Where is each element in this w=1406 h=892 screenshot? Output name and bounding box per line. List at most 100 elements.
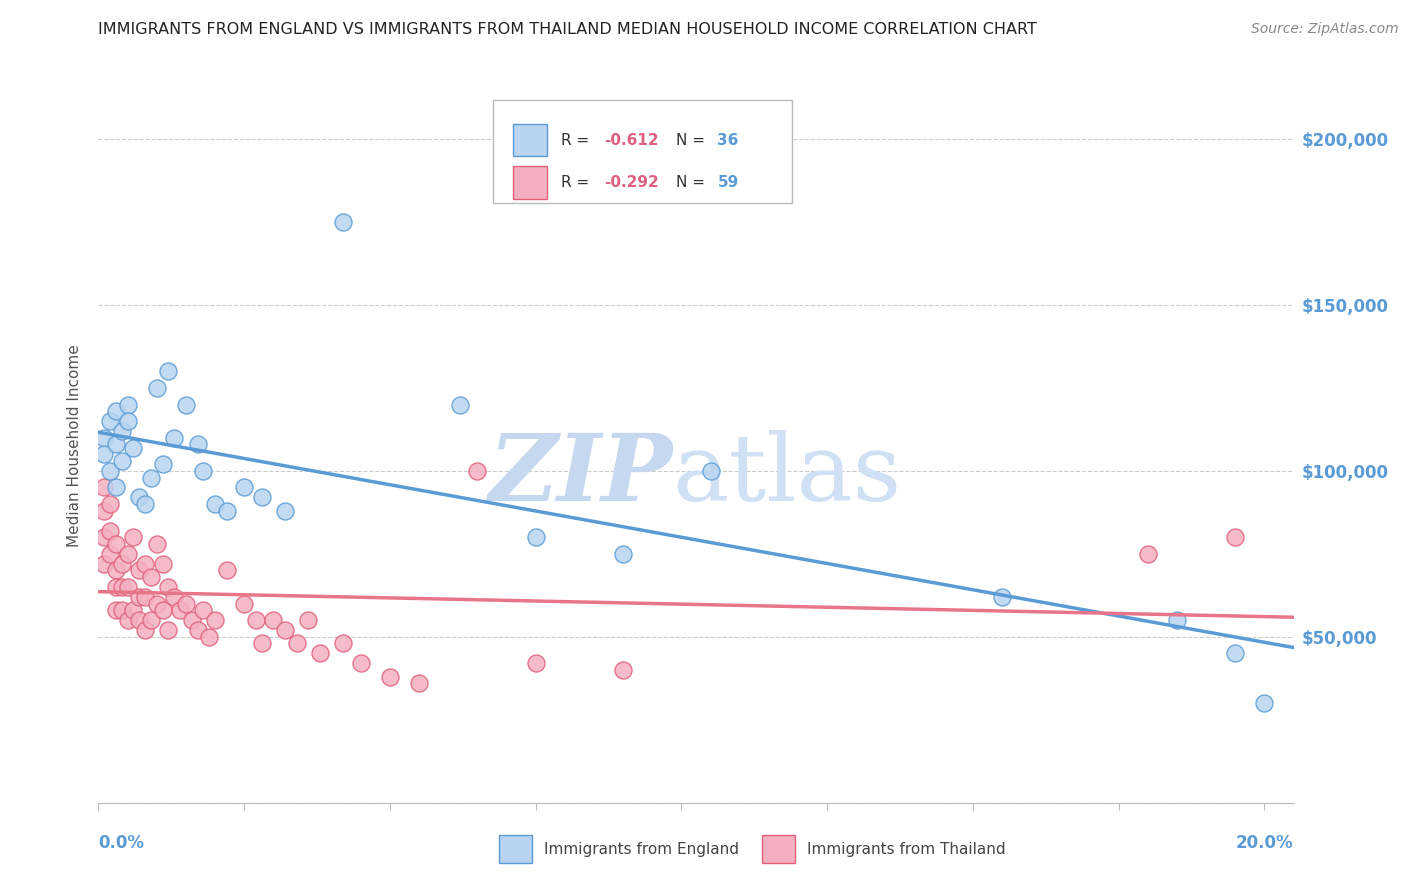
- Point: [98, 464, 121, 478]
- Point: [198, 630, 221, 644]
- Point: [174, 597, 197, 611]
- Point: [524, 657, 547, 671]
- Point: [204, 497, 226, 511]
- Point: [408, 676, 430, 690]
- Point: [193, 464, 215, 478]
- Point: [991, 590, 1014, 604]
- Text: -0.612: -0.612: [605, 133, 658, 147]
- Point: [111, 424, 134, 438]
- Point: [350, 657, 373, 671]
- Text: 36: 36: [717, 133, 740, 147]
- Point: [111, 557, 134, 571]
- Point: [180, 613, 202, 627]
- Point: [285, 636, 308, 650]
- FancyBboxPatch shape: [513, 167, 547, 199]
- Point: [104, 603, 127, 617]
- Point: [163, 431, 186, 445]
- Point: [274, 504, 297, 518]
- Point: [111, 603, 134, 617]
- Text: 0.0%: 0.0%: [98, 834, 145, 852]
- Text: Source: ZipAtlas.com: Source: ZipAtlas.com: [1251, 22, 1399, 37]
- Point: [250, 491, 273, 505]
- Point: [122, 603, 145, 617]
- Text: Immigrants from England: Immigrants from England: [544, 842, 740, 856]
- Point: [297, 613, 319, 627]
- Text: IMMIGRANTS FROM ENGLAND VS IMMIGRANTS FROM THAILAND MEDIAN HOUSEHOLD INCOME CORR: IMMIGRANTS FROM ENGLAND VS IMMIGRANTS FR…: [98, 22, 1038, 37]
- Point: [169, 603, 191, 617]
- Point: [104, 537, 127, 551]
- Point: [139, 613, 162, 627]
- Point: [93, 481, 115, 495]
- Point: [152, 557, 174, 571]
- Point: [139, 570, 162, 584]
- Point: [1253, 696, 1275, 710]
- Point: [134, 557, 156, 571]
- FancyBboxPatch shape: [762, 835, 796, 863]
- Point: [134, 624, 156, 638]
- Point: [98, 547, 121, 561]
- Point: [152, 603, 174, 617]
- Point: [274, 624, 297, 638]
- Point: [1225, 647, 1247, 661]
- Point: [186, 624, 208, 638]
- Text: Immigrants from Thailand: Immigrants from Thailand: [807, 842, 1005, 856]
- Point: [245, 613, 267, 627]
- Point: [128, 491, 150, 505]
- Point: [524, 530, 547, 544]
- Point: [1136, 547, 1159, 561]
- Point: [1166, 613, 1188, 627]
- Point: [152, 457, 174, 471]
- Point: [612, 547, 634, 561]
- Point: [117, 613, 139, 627]
- Point: [204, 613, 226, 627]
- Text: N =: N =: [676, 133, 710, 147]
- Point: [111, 580, 134, 594]
- Point: [122, 530, 145, 544]
- Point: [104, 481, 127, 495]
- Point: [157, 580, 180, 594]
- Point: [1225, 530, 1247, 544]
- Point: [250, 636, 273, 650]
- Text: ZIP: ZIP: [488, 430, 672, 519]
- Text: R =: R =: [561, 133, 595, 147]
- Point: [134, 590, 156, 604]
- Point: [128, 613, 150, 627]
- Point: [145, 537, 167, 551]
- Text: R =: R =: [561, 175, 595, 190]
- Point: [332, 215, 354, 229]
- Point: [104, 564, 127, 578]
- Point: [186, 437, 208, 451]
- Point: [98, 497, 121, 511]
- Point: [93, 447, 115, 461]
- Point: [117, 397, 139, 411]
- Point: [174, 397, 197, 411]
- Point: [93, 431, 115, 445]
- Text: 20.0%: 20.0%: [1236, 834, 1294, 852]
- Point: [104, 580, 127, 594]
- Point: [93, 557, 115, 571]
- Y-axis label: Median Household Income: Median Household Income: [67, 344, 83, 548]
- Point: [233, 597, 256, 611]
- Point: [93, 504, 115, 518]
- Point: [378, 670, 401, 684]
- Point: [134, 497, 156, 511]
- FancyBboxPatch shape: [513, 124, 547, 156]
- Text: 59: 59: [717, 175, 738, 190]
- Point: [215, 504, 238, 518]
- Point: [139, 470, 162, 484]
- Point: [98, 414, 121, 428]
- Point: [104, 437, 127, 451]
- Point: [98, 524, 121, 538]
- Point: [699, 464, 721, 478]
- Point: [128, 590, 150, 604]
- Point: [262, 613, 284, 627]
- Text: N =: N =: [676, 175, 710, 190]
- FancyBboxPatch shape: [499, 835, 533, 863]
- Point: [122, 441, 145, 455]
- Point: [612, 663, 634, 677]
- Point: [145, 597, 167, 611]
- Point: [145, 381, 167, 395]
- Point: [117, 547, 139, 561]
- Point: [309, 647, 332, 661]
- Text: atlas: atlas: [672, 430, 901, 519]
